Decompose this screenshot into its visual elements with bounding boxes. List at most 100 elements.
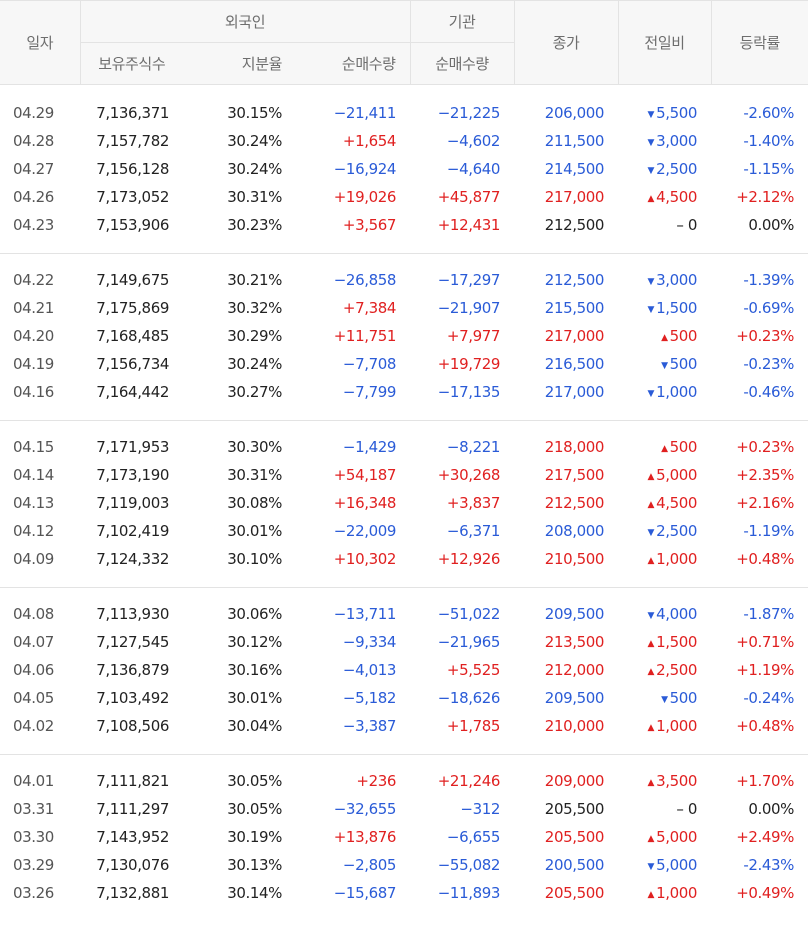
change-cell: ▼ 3,000 bbox=[618, 266, 711, 294]
change-cell: ▼ 4,000 bbox=[618, 600, 711, 628]
close-cell: 212,500 bbox=[544, 494, 605, 512]
holdings-cell: 7,127,545 bbox=[96, 633, 169, 651]
inst-net-cell: −8,221 bbox=[446, 438, 501, 456]
header-date: 일자 bbox=[0, 0, 81, 85]
rate-cell: +2.12% bbox=[736, 188, 795, 206]
header-foreign-net: 순매수량 bbox=[296, 42, 411, 85]
triangle-down-icon: ▼ bbox=[661, 695, 668, 705]
foreign-net-cell: +19,026 bbox=[333, 188, 397, 206]
spacer-cell bbox=[0, 254, 808, 267]
inst-net-cell: +1,785 bbox=[446, 717, 501, 735]
header-rate: 등락률 bbox=[711, 0, 809, 85]
date-cell: 04.29 bbox=[13, 104, 54, 122]
inst-net-cell: +45,877 bbox=[437, 188, 501, 206]
date-cell: 04.19 bbox=[13, 355, 54, 373]
foreign-net-cell: +1,654 bbox=[342, 132, 397, 150]
date-cell: 04.08 bbox=[13, 605, 54, 623]
triangle-down-icon: ▼ bbox=[647, 110, 655, 120]
close-cell: 210,000 bbox=[544, 717, 605, 735]
change-value: 5,000 bbox=[656, 466, 698, 484]
triangle-down-icon: ▼ bbox=[647, 166, 655, 176]
holdings-cell: 7,102,419 bbox=[96, 522, 169, 540]
header-institution: 기관 bbox=[410, 0, 515, 43]
foreign-net-cell: +236 bbox=[356, 772, 397, 790]
spacer-cell bbox=[0, 755, 808, 768]
change-cell: ▼ 5,000 bbox=[618, 851, 711, 879]
holdings-cell: 7,111,297 bbox=[96, 800, 169, 818]
foreign-net-cell: −22,009 bbox=[333, 522, 397, 540]
date-cell: 04.21 bbox=[13, 299, 54, 317]
share-cell: 30.13% bbox=[227, 856, 282, 874]
change-value: 2,500 bbox=[656, 661, 698, 679]
rate-cell: -1.87% bbox=[743, 605, 795, 623]
change-value: 1,000 bbox=[656, 717, 698, 735]
table-row: 04.16 7,164,442 30.27% −7,799 −17,135 217,000… bbox=[0, 378, 808, 406]
share-cell: 30.24% bbox=[227, 355, 282, 373]
close-cell: 212,000 bbox=[544, 661, 605, 679]
rate-cell: -2.43% bbox=[743, 856, 795, 874]
triangle-up-icon: ▲ bbox=[647, 890, 655, 900]
holdings-cell: 7,156,734 bbox=[96, 355, 169, 373]
foreign-net-cell: +16,348 bbox=[333, 494, 397, 512]
inst-net-cell: −55,082 bbox=[437, 856, 501, 874]
table-row: 03.30 7,143,952 30.19% +13,876 −6,655 205,500… bbox=[0, 823, 808, 851]
holdings-cell: 7,130,076 bbox=[96, 856, 169, 874]
rate-cell: +2.49% bbox=[736, 828, 795, 846]
holdings-cell: 7,143,952 bbox=[96, 828, 169, 846]
foreign-net-cell: +7,384 bbox=[342, 299, 397, 317]
share-cell: 30.10% bbox=[227, 550, 282, 568]
date-cell: 04.06 bbox=[13, 661, 54, 679]
separator-cell bbox=[0, 907, 808, 921]
table-row: 04.09 7,124,332 30.10% +10,302 +12,926 210,50… bbox=[0, 545, 808, 573]
inst-net-cell: −4,602 bbox=[446, 132, 501, 150]
foreign-net-cell: +13,876 bbox=[333, 828, 397, 846]
change-cell: ▼ 1,000 bbox=[618, 378, 711, 406]
share-cell: 30.21% bbox=[227, 271, 282, 289]
foreign-net-cell: −32,655 bbox=[333, 800, 397, 818]
close-cell: 200,500 bbox=[544, 856, 605, 874]
inst-net-cell: −312 bbox=[460, 800, 501, 818]
rate-cell: -0.23% bbox=[743, 355, 795, 373]
spacer-cell bbox=[0, 588, 808, 601]
foreign-net-cell: −5,182 bbox=[342, 689, 397, 707]
rate-cell: -0.24% bbox=[743, 689, 795, 707]
change-value: 3,000 bbox=[656, 271, 698, 289]
share-cell: 30.05% bbox=[227, 772, 282, 790]
group-spacer bbox=[0, 85, 808, 100]
close-cell: 211,500 bbox=[544, 132, 605, 150]
date-cell: 03.26 bbox=[13, 884, 54, 902]
share-cell: 30.29% bbox=[227, 327, 282, 345]
date-cell: 04.13 bbox=[13, 494, 54, 512]
close-cell: 205,500 bbox=[544, 884, 605, 902]
change-cell: ▲ 500 bbox=[618, 433, 711, 461]
holdings-cell: 7,108,506 bbox=[96, 717, 169, 735]
share-cell: 30.32% bbox=[227, 299, 282, 317]
close-cell: 214,500 bbox=[544, 160, 605, 178]
change-cell: ▼ 5,500 bbox=[618, 99, 711, 127]
change-value: 500 bbox=[669, 689, 698, 707]
foreign-net-cell: +11,751 bbox=[333, 327, 397, 345]
change-cell: ▼ 1,500 bbox=[618, 294, 711, 322]
header-foreign: 외국인 bbox=[80, 0, 411, 43]
change-cell: ▼ 500 bbox=[618, 684, 711, 712]
close-cell: 212,500 bbox=[544, 271, 605, 289]
change-value: 2,500 bbox=[656, 160, 698, 178]
triangle-down-icon: ▼ bbox=[661, 361, 668, 371]
date-cell: 04.27 bbox=[13, 160, 54, 178]
triangle-down-icon: ▼ bbox=[647, 528, 655, 538]
table-row: 04.29 7,136,371 30.15% −21,411 −21,225 206,00… bbox=[0, 99, 808, 127]
change-value: 3,000 bbox=[656, 132, 698, 150]
change-value: 0 bbox=[687, 800, 698, 818]
foreign-net-cell: −7,708 bbox=[342, 355, 397, 373]
rate-cell: +0.48% bbox=[736, 550, 795, 568]
group-separator bbox=[0, 406, 809, 421]
share-cell: 30.30% bbox=[227, 438, 282, 456]
date-cell: 04.20 bbox=[13, 327, 54, 345]
rate-cell: -0.46% bbox=[743, 383, 795, 401]
triangle-up-icon: ▲ bbox=[647, 194, 655, 204]
close-cell: 208,000 bbox=[544, 522, 605, 540]
header-change: 전일비 bbox=[618, 0, 712, 85]
holdings-cell: 7,111,821 bbox=[96, 772, 169, 790]
date-cell: 04.16 bbox=[13, 383, 54, 401]
rate-cell: +2.35% bbox=[736, 466, 795, 484]
